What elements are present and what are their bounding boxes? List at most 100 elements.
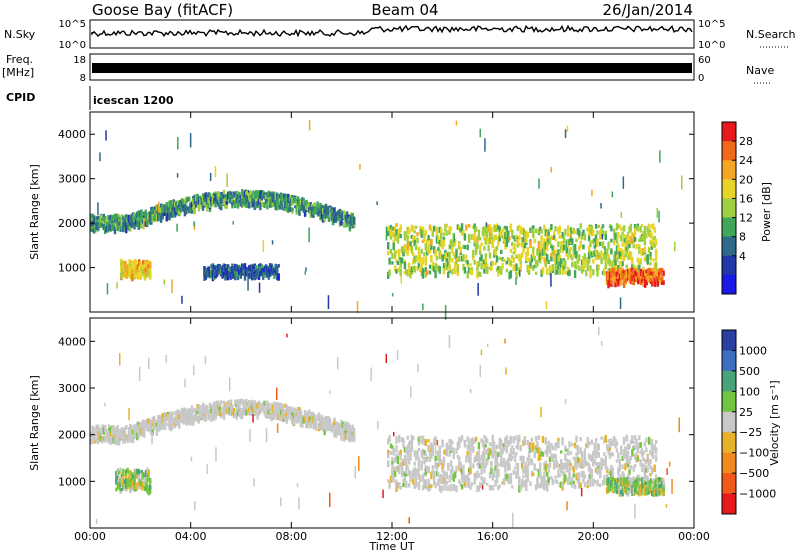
data-cell <box>407 460 411 465</box>
data-cell <box>396 260 400 266</box>
data-cell <box>312 413 315 417</box>
data-cell <box>151 432 153 445</box>
data-cell <box>183 201 187 207</box>
data-cell <box>207 408 210 417</box>
data-cell <box>109 224 112 231</box>
data-cell <box>106 214 110 220</box>
data-cell <box>431 233 434 237</box>
data-cell <box>611 276 614 281</box>
data-cell <box>620 211 623 218</box>
data-cell <box>178 206 181 211</box>
data-cell <box>643 257 647 262</box>
data-cell <box>592 483 595 487</box>
data-cell <box>267 200 270 205</box>
data-cell <box>513 247 517 254</box>
data-cell <box>391 445 394 450</box>
data-cell <box>589 226 592 230</box>
data-cell <box>182 199 185 207</box>
data-cell <box>636 450 640 454</box>
data-cell <box>613 477 616 483</box>
data-cell <box>91 431 94 436</box>
data-cell <box>493 441 496 449</box>
data-cell <box>125 437 128 441</box>
date-label: 26/Jan/2014 <box>603 1 694 19</box>
data-cell <box>163 279 165 285</box>
data-cell <box>108 226 111 231</box>
data-cell <box>249 429 251 442</box>
data-cell <box>642 463 645 467</box>
data-cell <box>197 204 201 212</box>
data-cell <box>449 460 453 467</box>
data-cell <box>246 408 249 413</box>
data-cell <box>610 438 613 446</box>
data-cell <box>606 466 609 471</box>
data-cell <box>550 256 553 262</box>
data-cell <box>164 416 167 423</box>
data-cell <box>592 239 595 245</box>
data-cell <box>479 463 482 469</box>
data-cell <box>424 271 427 278</box>
data-cell <box>298 204 301 212</box>
data-cell <box>644 480 647 487</box>
data-cell <box>555 460 559 469</box>
data-cell <box>344 432 347 440</box>
data-cell <box>643 236 647 242</box>
data-cell <box>399 268 402 277</box>
data-cell <box>480 254 483 262</box>
data-cell <box>270 404 273 409</box>
data-cell <box>399 455 402 461</box>
data-cell <box>607 485 610 492</box>
data-cell <box>149 261 152 269</box>
data-cell <box>108 437 111 444</box>
data-cell <box>586 257 589 263</box>
data-cell <box>338 423 342 428</box>
data-cell <box>448 226 451 232</box>
data-cell <box>587 464 591 472</box>
data-cell <box>515 445 518 449</box>
data-cell <box>245 401 248 406</box>
data-cell <box>403 446 407 452</box>
data-cell <box>147 426 150 432</box>
data-cell <box>262 404 265 408</box>
data-cell <box>265 428 268 443</box>
data-cell <box>91 435 94 442</box>
data-cell <box>266 267 269 271</box>
data-cell <box>551 445 554 451</box>
data-cell <box>629 480 633 487</box>
data-cell <box>638 265 641 273</box>
data-cell <box>127 219 131 224</box>
data-cell <box>250 270 254 279</box>
data-cell <box>534 436 538 442</box>
data-cell <box>442 262 446 271</box>
data-cell <box>483 245 486 251</box>
data-cell <box>621 485 624 490</box>
data-cell <box>571 257 574 261</box>
data-cell <box>193 365 195 376</box>
data-cell <box>144 214 147 220</box>
data-cell <box>507 440 510 448</box>
data-cell <box>668 461 671 467</box>
data-cell <box>493 249 496 256</box>
data-cell <box>250 193 254 198</box>
data-cell <box>545 439 547 445</box>
data-cell <box>504 241 507 250</box>
data-cell <box>266 273 269 278</box>
data-cell <box>487 224 490 232</box>
data-cell <box>550 273 552 287</box>
data-cell <box>382 489 384 499</box>
data-cell <box>571 481 574 488</box>
data-cell <box>249 401 252 408</box>
data-cell <box>178 201 181 206</box>
data-cell <box>635 489 638 494</box>
data-cell <box>393 234 397 238</box>
data-cell <box>161 413 164 421</box>
data-cell <box>142 267 145 275</box>
data-cell <box>395 250 398 255</box>
data-cell <box>611 489 614 493</box>
data-cell <box>120 223 124 227</box>
data-cell <box>613 436 616 440</box>
data-cell <box>90 224 93 232</box>
data-cell <box>530 254 534 263</box>
data-cell <box>289 415 293 419</box>
data-cell <box>554 226 557 232</box>
